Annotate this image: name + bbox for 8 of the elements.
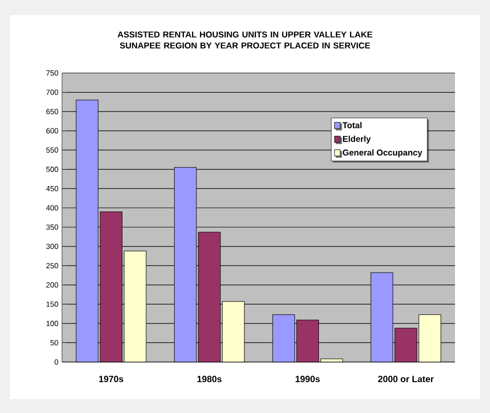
legend-label: Total: [342, 122, 362, 128]
x-tick-label: 2000 or Later: [378, 376, 434, 382]
x-tick-label: 1970s: [99, 376, 124, 382]
x-tick-label: 1990s: [296, 376, 320, 382]
legend-label: General Occupancy: [342, 149, 422, 158]
chart-title: ASSISTED RENTAL HOUSING UNITS IN UPPER VALLEY LAKE SUNAPEE REGION BY YEAR PROJECT PLACED IN SERVICE: [118, 31, 372, 48]
legend-label: Elderly: [343, 136, 371, 144]
x-tick-label: 1980s: [197, 376, 222, 382]
